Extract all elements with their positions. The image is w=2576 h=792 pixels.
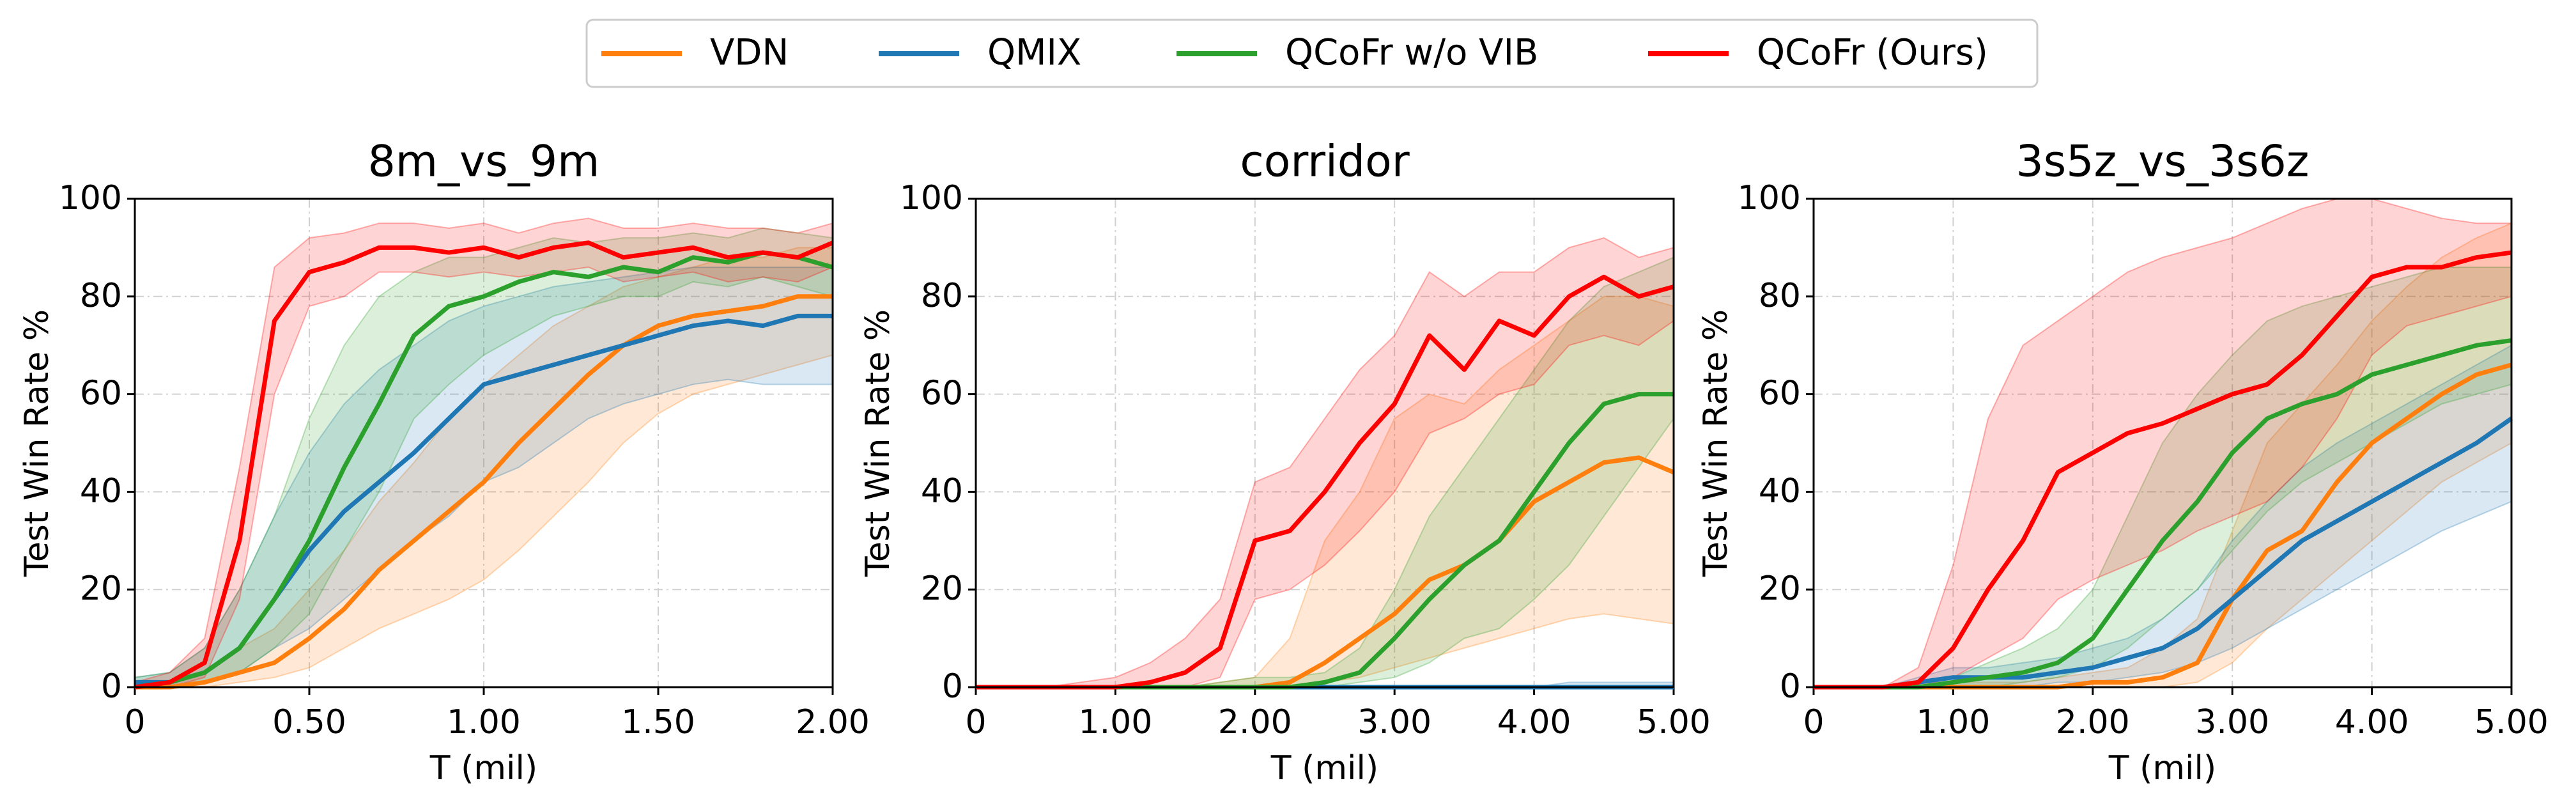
y-tick-label: 20 (921, 570, 963, 608)
x-tick-label: 1.00 (447, 703, 521, 742)
x-axis-label: T (mil) (2108, 749, 2216, 788)
series-line (1814, 416, 2513, 690)
legend-label: VDN (710, 32, 789, 74)
x-tick-label: 4.00 (2335, 703, 2409, 742)
legend-box (585, 19, 2039, 88)
axes-frame (134, 198, 834, 688)
series-line (134, 250, 833, 690)
legend-label: QCoFr w/o VIB (1285, 32, 1538, 74)
legend-label: QMIX (987, 32, 1081, 74)
y-axis-label: Test Win Rate % (1697, 309, 1735, 577)
x-tick-label: 3.00 (1357, 703, 1431, 742)
series-line (134, 240, 834, 690)
y-axis-label: Test Win Rate % (859, 309, 897, 577)
y-axis-label: Test Win Rate % (18, 309, 56, 577)
series-line (135, 294, 833, 690)
x-tick-label: 5.00 (1637, 703, 1711, 742)
chart-title: corridor (1240, 137, 1409, 187)
y-tick-label: 80 (921, 277, 963, 315)
x-axis-label: T (mil) (1270, 749, 1378, 788)
axes-frame (1812, 198, 2513, 688)
x-tick-label: 2.00 (796, 703, 870, 742)
y-tick-label: 40 (1759, 472, 1801, 510)
axes-frame (975, 198, 1675, 688)
x-tick-label: 0.50 (272, 703, 346, 742)
y-tick-label: 0 (942, 667, 963, 706)
x-tick-label: 5.00 (2474, 703, 2549, 742)
x-axis-label: T (mil) (429, 749, 537, 788)
y-tick-label: 0 (101, 667, 122, 706)
y-tick-label: 100 (59, 179, 122, 217)
y-tick-label: 40 (921, 472, 963, 510)
x-tick-label: 0 (1803, 703, 1824, 742)
panel: 0 20 40 60 80 100 0 0.50 1.00 1.50 2.00 8m_vs_9m T (… (18, 137, 870, 788)
y-tick-label: 100 (1738, 179, 1801, 217)
y-tick-label: 20 (1759, 570, 1801, 608)
x-tick-label: 0 (124, 703, 145, 742)
plot-area (1814, 199, 2511, 687)
y-tick-label: 60 (80, 375, 122, 413)
x-tick-label: 2.00 (1218, 703, 1292, 742)
y-tick-label: 80 (80, 277, 122, 315)
x-tick-label: 4.00 (1497, 703, 1571, 742)
y-tick-label: 60 (921, 375, 963, 413)
y-tick-label: 40 (80, 472, 122, 510)
legend-label: QCoFr (Ours) (1757, 32, 1988, 74)
series-line (1814, 338, 2512, 690)
y-tick-label: 0 (1780, 667, 1801, 706)
x-tick-label: 2.00 (2056, 703, 2130, 742)
y-tick-label: 60 (1759, 375, 1801, 413)
x-tick-label: 3.00 (2195, 703, 2269, 742)
x-tick-label: 0 (965, 703, 986, 742)
y-tick-label: 80 (1759, 277, 1801, 315)
series-line (1814, 250, 2512, 690)
chart-title: 3s5z_vs_3s6z (2016, 137, 2310, 187)
panel: 0 20 40 60 80 100 0 1.00 2.00 3.00 4.00 5.00 3s5z_vs… (1697, 137, 2549, 788)
x-tick-label: 1.00 (1079, 703, 1153, 742)
y-tick-label: 20 (80, 570, 122, 608)
chart-title: 8m_vs_9m (368, 137, 600, 187)
panel: 0 20 40 60 80 100 0 1.00 2.00 3.00 4.00 5.00 corrido… (859, 137, 1711, 788)
x-tick-label: 1.00 (1917, 703, 1991, 742)
y-tick-label: 100 (900, 179, 963, 217)
x-tick-label: 1.50 (621, 703, 695, 742)
plot-area (976, 199, 1674, 687)
